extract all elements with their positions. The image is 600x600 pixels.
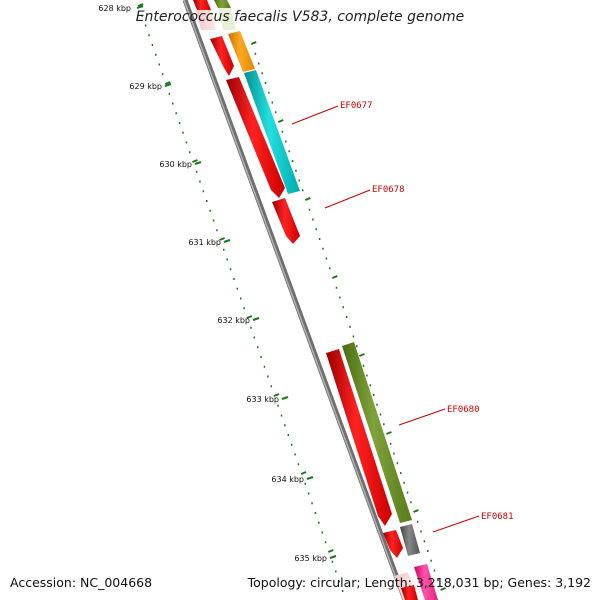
gene-pink-bottom (414, 564, 438, 600)
gene-leader-line (291, 105, 339, 125)
ruler-major-tick (281, 395, 289, 401)
gene-pale-top (196, 10, 216, 30)
gene-ef0677 (244, 70, 300, 194)
gene-ef0681 (400, 524, 420, 556)
gene-label[interactable]: EF0677 (340, 101, 373, 111)
gene-leader-line (324, 189, 371, 209)
ruler-label: 628 kbp (98, 4, 131, 13)
gene-olive-top (214, 0, 231, 8)
ruler-major-tick (223, 238, 231, 244)
ruler-label: 635 kbp (294, 554, 327, 563)
genome-title: Enterococcus faecalis V583, complete gen… (135, 9, 465, 25)
ruler-major-tick (194, 160, 202, 166)
gene-features (193, 0, 438, 600)
gene-leader-line (398, 408, 446, 426)
gene-labels: EF0677 EF0678 EF0680 EF0681 (291, 101, 514, 533)
gene-red-small-1 (210, 36, 234, 76)
genome-stats-text: Topology: circular; Length: 3,218,031 bp… (247, 575, 591, 590)
ruler-major-tick (252, 316, 260, 322)
gene-red-bottom (401, 585, 418, 600)
ruler-label: 631 kbp (188, 238, 221, 247)
gene-ef0680 (342, 342, 412, 523)
gene-red-top (193, 0, 211, 10)
ruler-label: 632 kbp (217, 316, 250, 325)
ruler-label: 634 kbp (271, 475, 304, 484)
ruler-major-tick (164, 82, 172, 88)
gene-ef0678 (272, 198, 300, 244)
gene-red-long-1 (226, 77, 285, 198)
gene-red-small-2 (383, 530, 403, 558)
ruler-major-tick (329, 554, 337, 560)
genome-backbone (182, 0, 408, 600)
accession-text: Accession: NC_004668 (10, 575, 153, 590)
ruler-dotted-track (137, 3, 344, 592)
gene-dotted-track (250, 41, 446, 591)
gene-label[interactable]: EF0681 (481, 512, 514, 522)
ruler-major-tick (136, 4, 144, 10)
ruler-label: 633 kbp (246, 395, 279, 404)
ruler-label: 629 kbp (129, 82, 162, 91)
gene-label[interactable]: EF0678 (372, 185, 405, 195)
ruler-labels: 628 kbp 629 kbp 630 kbp 631 kbp 632 kbp 633 k… (98, 4, 337, 563)
gene-leader-line (432, 515, 480, 533)
ruler-label: 630 kbp (159, 160, 192, 169)
gene-red-long-2 (326, 349, 392, 526)
gene-pale2-top (218, 8, 236, 30)
gene-label[interactable]: EF0680 (447, 405, 480, 415)
gene-orange (228, 31, 255, 72)
ruler-major-tick (306, 475, 314, 481)
